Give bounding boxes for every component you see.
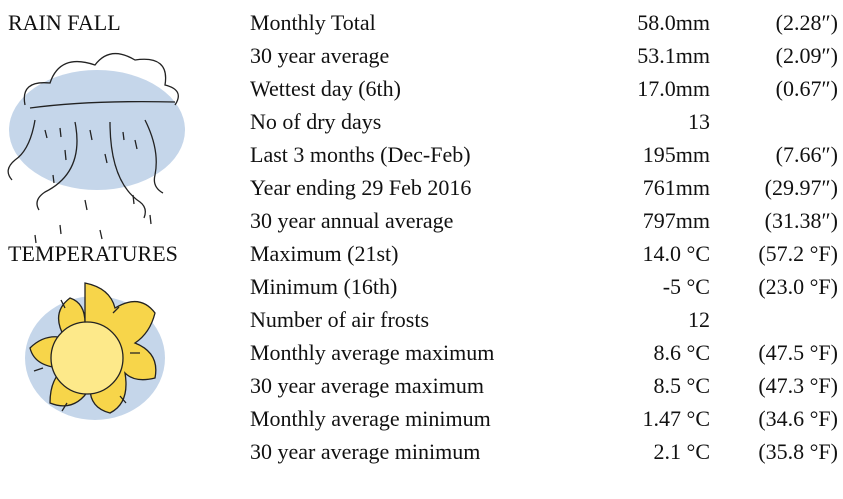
row-value: 17.0mm xyxy=(637,76,710,101)
row-value: 761mm xyxy=(642,175,710,200)
row-imperial: (47.5 °F) xyxy=(758,340,838,365)
section-title: RAIN FALL xyxy=(8,10,121,35)
row-imperial: (34.6 °F) xyxy=(758,406,838,431)
row-label: Minimum (16th) xyxy=(250,274,398,299)
row-value: 1.47 °C xyxy=(642,406,710,431)
row-label: Last 3 months (Dec-Feb) xyxy=(250,142,471,167)
row-imperial: (2.09″) xyxy=(775,43,838,68)
row-imperial: (31.38″) xyxy=(764,208,838,233)
row-label: Year ending 29 Feb 2016 xyxy=(250,175,472,200)
row-imperial: (57.2 °F) xyxy=(758,241,838,266)
row-value: -5 °C xyxy=(662,274,710,299)
row-imperial: (29.97″) xyxy=(764,175,838,200)
row-value: 14.0 °C xyxy=(642,241,710,266)
row-value: 8.5 °C xyxy=(653,373,710,398)
sun-icon xyxy=(25,282,165,420)
row-imperial: (35.8 °F) xyxy=(758,439,838,464)
row-value: 797mm xyxy=(642,208,710,233)
row-value: 2.1 °C xyxy=(653,439,710,464)
row-value: 8.6 °C xyxy=(653,340,710,365)
row-value: 13 xyxy=(688,109,710,134)
row-value: 12 xyxy=(688,307,710,332)
row-label: Wettest day (6th) xyxy=(250,76,401,101)
row-imperial: (0.67″) xyxy=(775,76,838,101)
row-label: 30 year average xyxy=(250,43,390,68)
row-imperial: (2.28″) xyxy=(775,10,838,35)
row-label: 30 year average minimum xyxy=(250,439,481,464)
section-title: TEMPERATURES xyxy=(8,241,178,266)
row-label: Number of air frosts xyxy=(250,307,430,332)
row-label: 30 year annual average xyxy=(250,208,454,233)
row-label: Monthly average minimum xyxy=(250,406,491,431)
rain-icon xyxy=(7,53,185,244)
row-label: 30 year average maximum xyxy=(250,373,484,398)
row-imperial: (23.0 °F) xyxy=(758,274,838,299)
row-value: 58.0mm xyxy=(637,10,710,35)
row-imperial: (47.3 °F) xyxy=(758,373,838,398)
row-value: 195mm xyxy=(642,142,710,167)
row-value: 53.1mm xyxy=(637,43,710,68)
row-label: Monthly Total xyxy=(250,10,376,35)
row-label: No of dry days xyxy=(250,109,382,134)
row-imperial: (7.66″) xyxy=(775,142,838,167)
row-label: Monthly average maximum xyxy=(250,340,495,365)
row-label: Maximum (21st) xyxy=(250,241,399,266)
